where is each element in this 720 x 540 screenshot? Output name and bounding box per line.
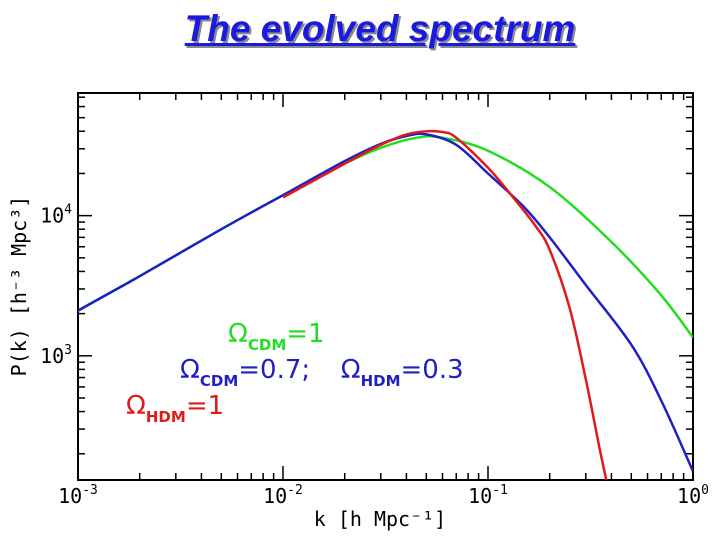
legend-entry-mixed: ΩCDM=0.7; ΩHDM=0.3 (180, 355, 464, 390)
legend-mixed-symbol-2: Ω (341, 355, 361, 385)
x-tick-label: 10-2 (263, 483, 303, 508)
legend-mixed-value-2: =0.3 (401, 355, 464, 385)
legend-hdm-sub: HDM (146, 408, 186, 426)
series-line-mixed (78, 132, 693, 472)
x-tick-base: 10 (677, 484, 701, 508)
legend-hdm-value: =1 (186, 391, 224, 421)
x-tick-exponent: -1 (492, 483, 508, 498)
y-axis-title: P(k) [h⁻³ Mpc³] (7, 196, 31, 377)
legend-mixed-sub-2: HDM (361, 372, 401, 390)
slide-title: The evolved spectrum (184, 8, 576, 49)
y-tick-label: 103 (40, 343, 72, 368)
legend-entry-cdm: ΩCDM=1 (228, 319, 325, 354)
x-tick-exponent: 0 (701, 483, 709, 498)
x-tick-exponent: -3 (82, 483, 98, 498)
y-tick-exponent: 4 (64, 203, 72, 218)
y-tick-exponent: 3 (64, 343, 72, 358)
legend-hdm-symbol: Ω (126, 391, 146, 421)
legend: ΩCDM=1 ΩCDM=0.7; ΩHDM=0.3 ΩHDM=1 (126, 319, 464, 426)
x-tick-base: 10 (263, 484, 287, 508)
x-tick-base: 10 (58, 484, 82, 508)
x-tick-label: 100 (677, 483, 709, 508)
y-tick-base: 10 (40, 204, 64, 228)
legend-cdm-value: =1 (286, 319, 324, 349)
legend-mixed-value: =0.7; (238, 355, 326, 385)
x-axis-title: k [h Mpc⁻¹] (314, 507, 446, 531)
series-line-hdm (282, 129, 608, 480)
legend-mixed-symbol: Ω (180, 355, 200, 385)
legend-mixed-sub: CDM (200, 372, 238, 390)
legend-cdm-sub: CDM (248, 336, 286, 354)
y-tick-base: 10 (40, 344, 64, 368)
series-lines (78, 129, 693, 480)
x-tick-label: 10-3 (58, 483, 98, 508)
x-tick-label: 10-1 (468, 483, 508, 508)
series-line-cdm (78, 134, 693, 339)
plot-frame (77, 92, 694, 481)
legend-cdm-symbol: Ω (228, 319, 248, 349)
x-tick-exponent: -2 (287, 483, 303, 498)
axis-ticks (77, 93, 694, 480)
y-tick-label: 104 (40, 203, 72, 228)
legend-entry-hdm: ΩHDM=1 (126, 391, 224, 426)
x-tick-base: 10 (468, 484, 492, 508)
